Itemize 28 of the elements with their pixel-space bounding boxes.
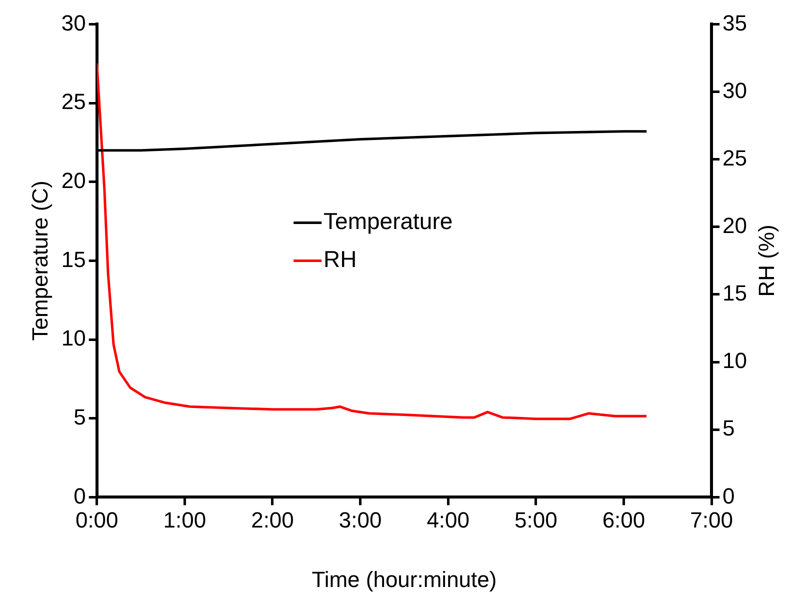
x-tick-label: 3:00 [338, 507, 382, 532]
y-tick-label: 0 [74, 483, 86, 508]
y2-tick-label: 30 [722, 78, 748, 103]
y-tick-label: 25 [61, 89, 86, 114]
y-axis-title: Temperature (C) [27, 180, 52, 341]
y2-tick-label: 15 [722, 280, 748, 306]
y-tick-label: 10 [61, 326, 86, 351]
y-tick-label: 5 [74, 404, 86, 430]
legend-label: RH [324, 246, 357, 272]
x-tick-label: 5:00 [514, 507, 558, 532]
x-tick-label: 6:00 [602, 507, 646, 532]
y-tick-label: 30 [61, 10, 86, 36]
x-tick-label: 1:00 [163, 507, 206, 532]
y2-tick-label: 20 [722, 212, 748, 238]
x-axis-title: Time (hour:minute) [312, 566, 497, 592]
x-tick-label: 2:00 [251, 507, 294, 532]
y2-tick-label: 10 [722, 348, 748, 374]
y-tick-label: 20 [61, 168, 86, 193]
y-tick-label: 15 [61, 246, 86, 272]
x-tick-label: 7:00 [690, 507, 733, 532]
legend-label: Temperature [324, 208, 453, 234]
x-tick-label: 0:00 [75, 507, 118, 532]
y2-tick-label: 35 [722, 10, 748, 36]
y2-tick-label: 0 [722, 483, 735, 508]
x-tick-label: 4:00 [426, 507, 470, 532]
y2-tick-label: 5 [722, 416, 735, 441]
y2-axis-title: RH (%) [754, 224, 780, 297]
y2-tick-label: 25 [722, 145, 748, 170]
